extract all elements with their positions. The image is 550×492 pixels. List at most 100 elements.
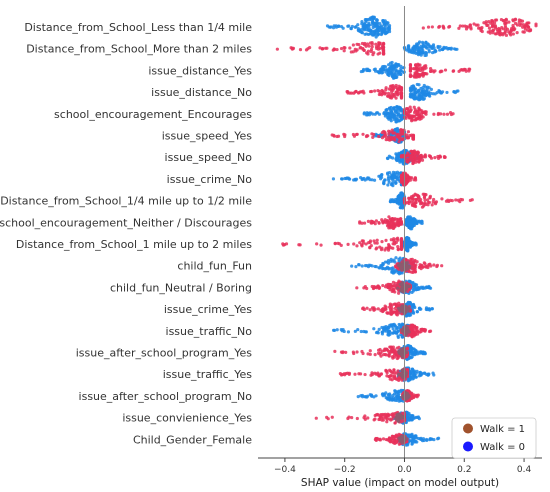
shap-point-walk0-9	[413, 218, 417, 222]
shap-point-walk1-1	[343, 46, 347, 50]
shap-point-walk1-9	[380, 220, 385, 224]
shap-point-walk1-0	[512, 28, 516, 32]
shap-point-walk1-2	[425, 72, 429, 76]
feature-label: issue_after_school_program_Yes	[76, 347, 253, 360]
shap-point-walk0-0	[356, 28, 360, 32]
shap-point-walk1-11	[412, 266, 416, 270]
shap-point-walk0-4	[388, 108, 393, 113]
shap-point-walk0-7	[340, 177, 344, 181]
shap-point-walk0-0	[360, 27, 364, 32]
shap-point-walk1-8	[444, 199, 449, 203]
shap-point-walk0-2	[377, 71, 381, 75]
shap-point-walk1-5	[401, 131, 405, 135]
shap-point-walk0-1	[409, 49, 413, 54]
shap-point-walk1-14	[427, 329, 432, 334]
shap-point-walk0-0	[371, 16, 375, 20]
shap-point-walk1-13	[383, 304, 387, 308]
shap-point-walk1-0	[426, 25, 431, 29]
shap-point-walk0-1	[427, 50, 431, 54]
x-tick-label: −0.2	[334, 465, 356, 475]
shap-point-walk1-18	[314, 416, 318, 420]
shap-point-walk1-0	[421, 26, 425, 30]
shap-point-walk0-3	[455, 89, 459, 93]
shap-point-walk1-9	[396, 221, 400, 225]
shap-point-walk0-9	[408, 225, 412, 229]
shap-point-walk1-0	[461, 24, 465, 28]
shap-point-walk1-2	[412, 66, 416, 71]
shap-point-walk1-8	[427, 200, 432, 205]
shap-point-walk1-0	[527, 29, 532, 33]
shap-point-walk1-0	[447, 24, 452, 29]
shap-point-walk1-8	[440, 197, 444, 201]
shap-point-walk0-4	[384, 108, 388, 112]
shap-point-walk0-19	[425, 438, 429, 443]
shap-point-walk0-0	[375, 22, 379, 26]
shap-point-walk1-18	[362, 416, 366, 420]
shap-point-walk1-0	[505, 27, 510, 31]
shap-point-walk0-16	[412, 373, 417, 377]
shap-point-walk1-16	[369, 373, 373, 377]
shap-point-walk0-1	[415, 43, 419, 47]
shap-point-walk0-12	[411, 281, 415, 285]
shap-point-walk1-0	[500, 25, 504, 30]
shap-point-walk0-14	[380, 330, 384, 334]
shap-point-walk0-10	[405, 235, 409, 240]
shap-point-walk1-4	[417, 106, 421, 110]
shap-point-mixed-13	[405, 306, 409, 311]
shap-point-walk1-4	[406, 109, 410, 113]
shap-point-walk1-6	[423, 153, 427, 157]
shap-point-walk1-0	[498, 33, 502, 37]
shap-point-walk1-5	[380, 136, 384, 140]
shap-point-walk0-9	[414, 220, 419, 225]
shap-point-walk1-5	[387, 129, 391, 133]
shap-point-mixed-18	[395, 418, 400, 422]
shap-point-walk1-3	[390, 87, 394, 91]
shap-point-walk1-8	[448, 198, 453, 202]
shap-point-walk0-19	[413, 435, 418, 439]
shap-point-walk0-7	[391, 184, 395, 188]
shap-point-walk1-12	[397, 291, 401, 295]
shap-point-walk0-11	[379, 264, 383, 268]
shap-point-walk0-6	[400, 151, 404, 155]
shap-point-walk0-1	[419, 53, 423, 57]
shap-point-walk0-9	[417, 219, 421, 223]
shap-point-walk0-3	[424, 93, 428, 97]
shap-point-mixed-12	[398, 282, 402, 286]
shap-point-walk0-17	[365, 394, 370, 398]
shap-point-walk1-6	[411, 161, 415, 165]
shap-point-walk0-12	[427, 286, 432, 290]
shap-point-walk0-0	[376, 29, 380, 34]
x-tick-label: −0.4	[274, 465, 296, 475]
shap-point-walk1-5	[384, 135, 388, 139]
shap-point-walk0-13	[407, 313, 411, 318]
shap-point-walk1-5	[370, 132, 374, 136]
shap-point-walk0-1	[427, 45, 431, 49]
shap-point-walk1-2	[463, 67, 467, 72]
shap-point-walk1-4	[442, 112, 446, 116]
shap-point-walk1-3	[386, 91, 391, 95]
shap-point-walk1-6	[406, 160, 410, 164]
shap-point-walk1-4	[410, 114, 414, 118]
shap-point-walk0-15	[416, 352, 420, 356]
shap-point-walk1-16	[363, 372, 367, 377]
shap-point-walk1-5	[361, 132, 365, 136]
shap-point-walk1-0	[499, 18, 504, 22]
shap-point-walk1-6	[416, 156, 420, 160]
shap-point-walk1-19	[375, 436, 379, 441]
shap-point-walk0-3	[424, 85, 428, 89]
shap-point-walk1-13	[389, 309, 394, 313]
shap-point-mixed-12	[395, 286, 400, 290]
shap-point-walk1-11	[420, 263, 424, 267]
shap-point-mixed-17	[405, 391, 409, 396]
shap-point-walk0-7	[379, 177, 383, 181]
shap-point-walk1-9	[371, 220, 375, 225]
shap-point-walk1-15	[366, 352, 370, 356]
shap-point-walk0-3	[410, 94, 414, 98]
shap-point-walk0-2	[399, 64, 403, 68]
shap-point-walk0-8	[396, 199, 400, 204]
shap-point-walk1-0	[474, 23, 478, 27]
shap-point-walk0-0	[370, 29, 374, 33]
feature-label: Distance_from_School_1/4 mile up to 1/2 …	[0, 195, 252, 208]
shap-point-walk1-15	[344, 350, 348, 354]
shap-point-walk1-0	[457, 26, 461, 30]
